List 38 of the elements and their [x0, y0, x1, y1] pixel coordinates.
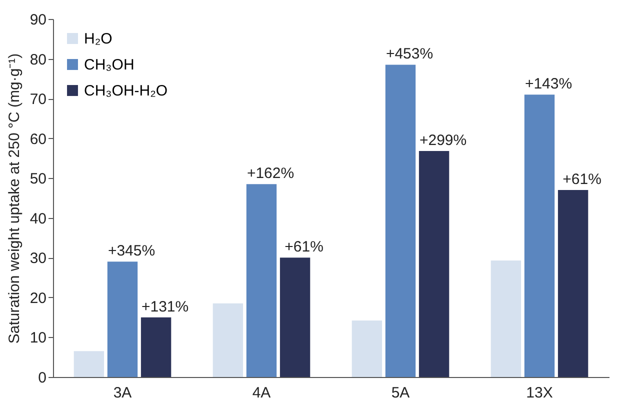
annotation: +131% — [141, 298, 189, 316]
y-tick-label: 50 — [30, 170, 46, 188]
bar — [385, 64, 416, 377]
y-tick-label: 90 — [30, 12, 46, 28]
bar — [280, 258, 310, 377]
bar — [212, 303, 244, 377]
y-tick-label: 10 — [30, 330, 46, 347]
y-tick-label: 30 — [30, 250, 46, 268]
annotation: +61% — [284, 238, 324, 256]
bar — [140, 317, 172, 377]
y-tick-label: 40 — [30, 210, 46, 228]
bar — [490, 260, 522, 377]
annotation: +61% — [562, 171, 602, 188]
bar — [107, 262, 138, 377]
legend-label: CH₃OH-H₂O — [84, 82, 168, 100]
bar — [246, 184, 277, 377]
bar — [558, 190, 588, 377]
bar — [74, 351, 104, 377]
x-tick-label: 4A — [252, 384, 271, 402]
y-tick-label: 20 — [30, 290, 46, 307]
annotation: +162% — [246, 165, 294, 182]
annotation: +345% — [108, 242, 156, 260]
bar — [524, 94, 555, 377]
y-tick-label: 0 — [38, 370, 46, 386]
y-axis-title: Saturation weight uptake at 250 °C (mg·g⁻¹) — [6, 53, 23, 344]
x-tick-label: 5A — [391, 384, 410, 402]
legend-label: CH₃OH — [84, 56, 134, 74]
y-tick-label: 60 — [30, 130, 46, 148]
annotation: +143% — [524, 76, 572, 93]
x-tick-label: 3A — [113, 384, 132, 402]
annotation: +299% — [419, 132, 467, 150]
legend-label: H₂O — [84, 30, 112, 48]
bar — [352, 320, 382, 377]
y-tick-label: 80 — [30, 51, 46, 68]
annotation: +453% — [386, 46, 434, 63]
y-tick-label: 70 — [30, 91, 46, 108]
x-tick-label: 13X — [526, 384, 553, 402]
bar — [418, 151, 450, 377]
